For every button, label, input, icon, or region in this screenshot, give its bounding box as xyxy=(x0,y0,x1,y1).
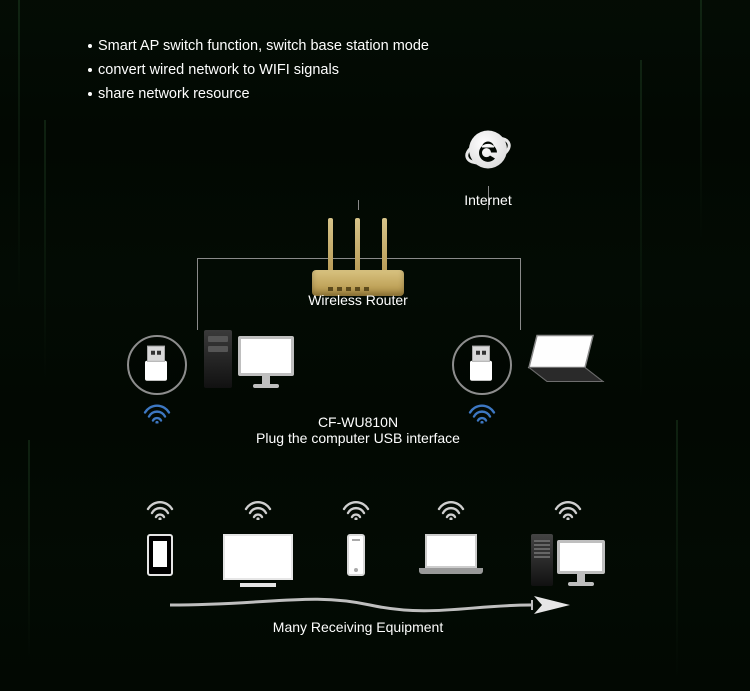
device-tv xyxy=(223,498,293,587)
usb-dongle-left xyxy=(127,335,187,395)
laptop-right xyxy=(523,334,607,393)
wifi-icon xyxy=(142,402,172,429)
product-model-label: CF-WU810N xyxy=(318,414,398,430)
receiving-equipment-row xyxy=(0,498,750,587)
internet-icon xyxy=(458,120,518,185)
bg-streak xyxy=(18,0,20,300)
bottom-caption: Many Receiving Equipment xyxy=(273,619,443,635)
wifi-icon xyxy=(341,498,371,520)
bg-streak xyxy=(640,60,642,400)
edge-router-right xyxy=(520,258,521,330)
bullet-dot xyxy=(88,92,92,96)
bullet-text: Smart AP switch function, switch base st… xyxy=(98,34,429,58)
product-instruction-label: Plug the computer USB interface xyxy=(256,430,460,446)
bullet-text: convert wired network to WIFI signals xyxy=(98,58,339,82)
wifi-icon xyxy=(553,498,583,520)
device-desktop xyxy=(531,498,605,587)
bg-streak xyxy=(700,0,702,240)
bullet-text: share network resource xyxy=(98,82,250,106)
bullet-dot xyxy=(88,44,92,48)
wifi-icon xyxy=(243,498,273,520)
bullet-dot xyxy=(88,68,92,72)
bullet-row: convert wired network to WIFI signals xyxy=(88,58,429,82)
wifi-icon xyxy=(145,498,175,520)
wifi-icon xyxy=(436,498,466,520)
bullet-row: Smart AP switch function, switch base st… xyxy=(88,34,429,58)
feature-bullets: Smart AP switch function, switch base st… xyxy=(88,34,429,106)
usb-dongle-right xyxy=(452,335,512,395)
device-laptop xyxy=(419,498,483,587)
edge-router-internet xyxy=(358,200,359,210)
device-tablet xyxy=(145,498,175,587)
flow-arrow xyxy=(170,594,570,616)
device-phone xyxy=(341,498,371,587)
router-label: Wireless Router xyxy=(308,292,408,308)
desktop-pc-left xyxy=(204,330,294,388)
edge-router-left xyxy=(197,258,198,330)
wifi-icon xyxy=(467,402,497,429)
bg-streak xyxy=(44,120,46,380)
bullet-row: share network resource xyxy=(88,82,429,106)
internet-label: Internet xyxy=(464,192,511,208)
